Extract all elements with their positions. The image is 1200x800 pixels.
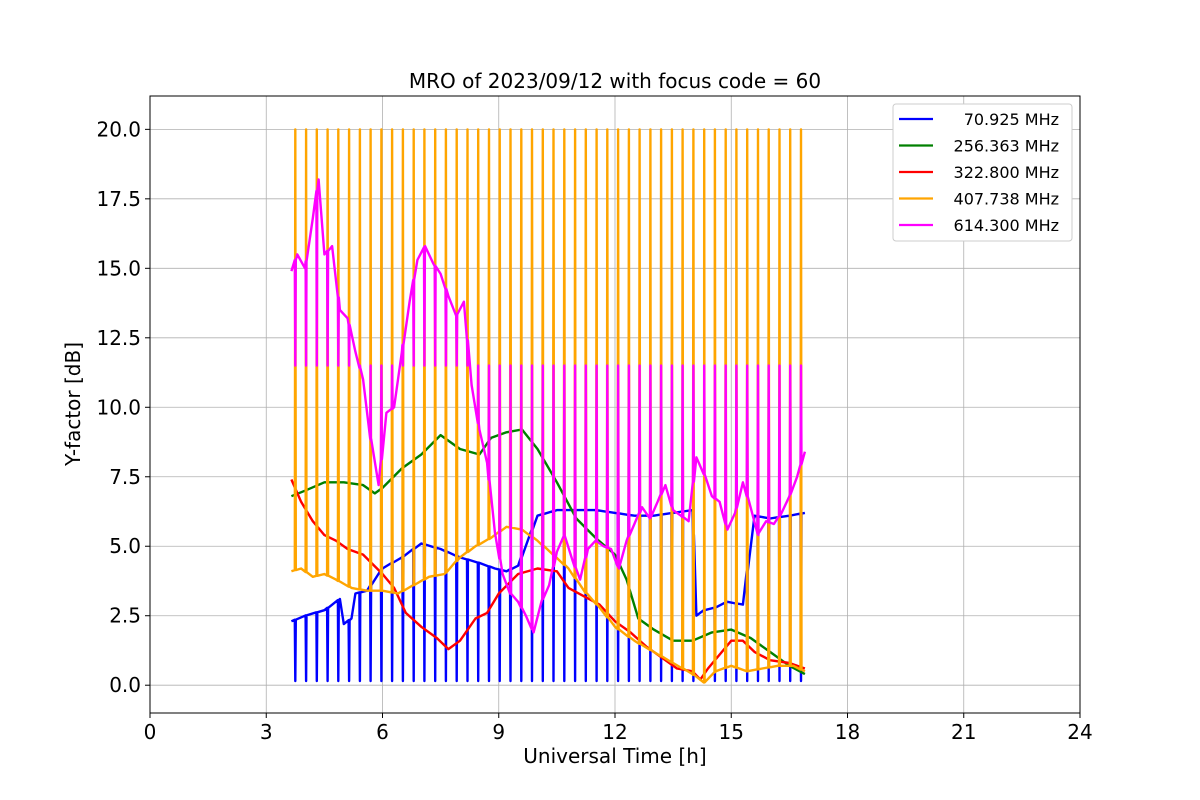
series-line-256-363-mhz [290, 428, 806, 676]
series-line-614-300-mhz [290, 178, 807, 634]
y-axis-ticks: 0.0 2.5 5.0 7.5 10.0 12.5 15.0 17.5 20.0 [96, 117, 150, 697]
x-tick-label: 6 [376, 720, 389, 744]
legend-label: 70.925 MHz [964, 110, 1059, 129]
x-tick-label: 12 [602, 720, 627, 744]
y-tick-label: 0.0 [109, 673, 141, 697]
chart-title: MRO of 2023/09/12 with focus code = 60 [409, 69, 821, 93]
legend: 70.925 MHz 256.363 MHz 322.800 MHz 407.738 … [892, 103, 1073, 242]
y-tick-label: 10.0 [96, 395, 141, 419]
y-tick-label: 2.5 [109, 604, 141, 628]
legend-label: 322.800 MHz [954, 163, 1059, 182]
legend-box [892, 103, 1073, 242]
y-axis-label: Y-factor [dB] [61, 342, 85, 467]
legend-label: 256.363 MHz [954, 137, 1059, 156]
y-tick-label: 5.0 [109, 534, 141, 558]
legend-label: 614.300 MHz [954, 216, 1059, 235]
series-layer [290, 128, 807, 684]
y-tick-label: 20.0 [96, 117, 141, 141]
x-tick-label: 24 [1067, 720, 1092, 744]
x-tick-label: 0 [144, 720, 157, 744]
y-tick-label: 12.5 [96, 326, 141, 350]
x-tick-label: 9 [492, 720, 505, 744]
legend-label: 407.738 MHz [954, 190, 1059, 209]
x-tick-label: 15 [719, 720, 744, 744]
x-tick-label: 18 [835, 720, 860, 744]
y-tick-label: 17.5 [96, 187, 141, 211]
y-tick-label: 7.5 [109, 465, 141, 489]
x-axis-label: Universal Time [h] [523, 744, 706, 768]
x-tick-label: 21 [951, 720, 976, 744]
series-line-322-800-mhz [290, 479, 806, 681]
y-tick-label: 15.0 [96, 256, 141, 280]
x-axis-ticks: 0 3 6 9 12 15 18 21 24 [144, 713, 1093, 744]
x-tick-label: 3 [260, 720, 273, 744]
